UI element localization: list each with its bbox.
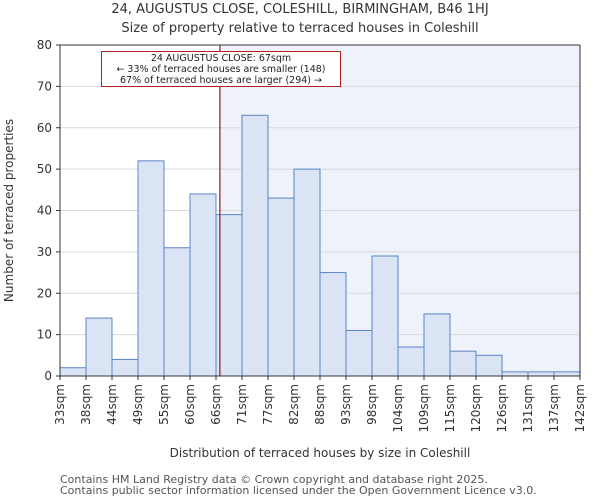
y-tick-label-70: 70	[37, 79, 52, 93]
bar-38sqm	[85, 317, 113, 377]
property-annotation-box: 24 AUGUSTUS CLOSE: 67sqm ← 33% of terrac…	[101, 51, 341, 87]
x-tick-label-77sqm: 77sqm	[261, 384, 275, 425]
x-tick-label-115sqm: 115sqm	[443, 384, 457, 432]
x-tick-label-49sqm: 49sqm	[131, 384, 145, 425]
annotation-larger-share: 67% of terraced houses are larger (294) …	[120, 75, 322, 86]
x-tick-label-137sqm: 137sqm	[547, 384, 561, 432]
bar-98sqm	[371, 255, 399, 377]
y-tick-label-30: 30	[37, 245, 52, 259]
y-tick-label-20: 20	[37, 286, 52, 300]
footer-land-registry-note: Contains HM Land Registry data © Crown c…	[60, 473, 488, 486]
bar-77sqm	[267, 197, 295, 377]
bar-126sqm	[501, 371, 529, 377]
bar-104sqm	[397, 346, 425, 377]
x-tick-label-33sqm: 33sqm	[53, 384, 67, 425]
chart-title-address: 24, AUGUSTUS CLOSE, COLESHILL, BIRMINGHA…	[111, 2, 489, 17]
bar-44sqm	[111, 358, 139, 377]
y-tick-label-0: 0	[44, 369, 52, 383]
bar-137sqm	[553, 371, 581, 377]
bar-60sqm	[189, 193, 217, 377]
footer-licence-note: Contains public sector information licen…	[60, 484, 537, 497]
x-tick-label-142sqm: 142sqm	[573, 384, 587, 432]
x-tick-label-93sqm: 93sqm	[339, 384, 353, 425]
y-tick-label-60: 60	[37, 121, 52, 135]
x-tick-label-98sqm: 98sqm	[365, 384, 379, 425]
annotation-property-label: 24 AUGUSTUS CLOSE: 67sqm	[150, 53, 292, 64]
bar-88sqm	[319, 272, 347, 377]
bar-49sqm	[137, 160, 165, 377]
chart-subtitle: Size of property relative to terraced ho…	[121, 21, 479, 36]
y-tick-label-80: 80	[37, 38, 52, 52]
bar-115sqm	[449, 350, 477, 377]
bar-93sqm	[345, 329, 373, 377]
x-tick-label-109sqm: 109sqm	[417, 384, 431, 432]
x-tick-label-126sqm: 126sqm	[495, 384, 509, 432]
x-tick-label-44sqm: 44sqm	[105, 384, 119, 425]
bar-120sqm	[475, 354, 503, 377]
x-tick-label-71sqm: 71sqm	[235, 384, 249, 425]
y-tick-label-10: 10	[37, 328, 52, 342]
x-axis-title: Distribution of terraced houses by size …	[170, 446, 471, 460]
x-tick-label-60sqm: 60sqm	[183, 384, 197, 425]
bar-109sqm	[423, 313, 451, 377]
annotation-smaller-share: ← 33% of terraced houses are smaller (14…	[116, 64, 326, 75]
x-tick-label-88sqm: 88sqm	[313, 384, 327, 425]
bar-131sqm	[527, 371, 555, 377]
x-tick-label-38sqm: 38sqm	[79, 384, 93, 425]
x-tick-label-66sqm: 66sqm	[209, 384, 223, 425]
bar-82sqm	[293, 168, 321, 377]
x-tick-label-131sqm: 131sqm	[521, 384, 535, 432]
y-tick-label-50: 50	[37, 162, 52, 176]
y-tick-label-40: 40	[37, 204, 52, 218]
bar-55sqm	[163, 247, 191, 377]
y-axis-title: Number of terraced properties	[2, 119, 16, 302]
x-tick-label-104sqm: 104sqm	[391, 384, 405, 432]
bar-71sqm	[241, 114, 269, 377]
x-tick-label-120sqm: 120sqm	[469, 384, 483, 432]
bar-33sqm	[59, 367, 87, 377]
x-tick-label-82sqm: 82sqm	[287, 384, 301, 425]
x-tick-label-55sqm: 55sqm	[157, 384, 171, 425]
